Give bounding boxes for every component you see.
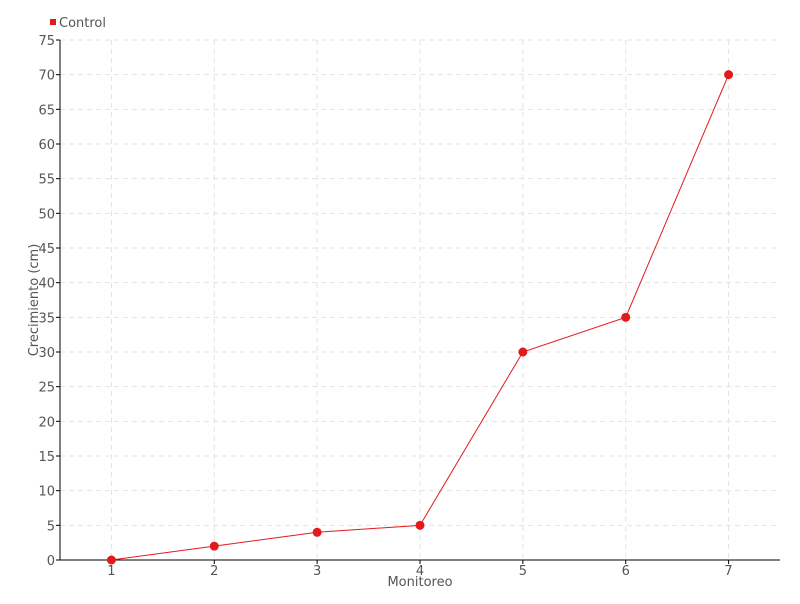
data-point	[518, 347, 528, 357]
x-tick-label: 6	[622, 564, 630, 579]
legend-swatch-control	[50, 19, 56, 25]
data-point	[621, 312, 631, 322]
series-layer	[106, 70, 734, 565]
y-axis-label: Crecimiento (cm)	[27, 244, 42, 357]
legend: Control	[50, 16, 106, 31]
x-tick-label: 7	[724, 564, 732, 579]
y-tick-label: 70	[38, 69, 55, 84]
data-point	[415, 520, 425, 530]
y-tick-label: 35	[38, 311, 55, 326]
y-tick-label: 20	[38, 415, 55, 430]
y-tick-label: 65	[38, 103, 55, 118]
x-axis-label: Monitoreo	[387, 575, 452, 590]
y-tick-label: 55	[38, 173, 55, 188]
y-tick-label: 60	[38, 138, 55, 153]
y-tick-label: 5	[47, 519, 55, 534]
x-tick-label: 5	[519, 564, 527, 579]
data-point	[209, 541, 219, 551]
y-tick-label: 15	[38, 450, 55, 465]
y-tick-label: 30	[38, 346, 55, 361]
y-tick-label: 75	[38, 34, 55, 49]
grid	[60, 39, 780, 560]
legend-label-control: Control	[59, 16, 106, 31]
x-tick-label: 1	[107, 564, 115, 579]
data-point	[724, 70, 734, 80]
data-point	[106, 555, 116, 565]
x-tick-label: 4	[416, 564, 424, 579]
x-tick-label: 3	[313, 564, 321, 579]
y-tick-label: 10	[38, 485, 55, 500]
y-tick-label: 25	[38, 381, 55, 396]
data-point	[312, 527, 322, 537]
x-tick-label: 2	[210, 564, 218, 579]
y-tick-label: 0	[47, 554, 55, 569]
y-tick-label: 50	[38, 207, 55, 222]
y-tick-label: 45	[38, 242, 55, 257]
y-tick-label: 40	[38, 277, 55, 292]
